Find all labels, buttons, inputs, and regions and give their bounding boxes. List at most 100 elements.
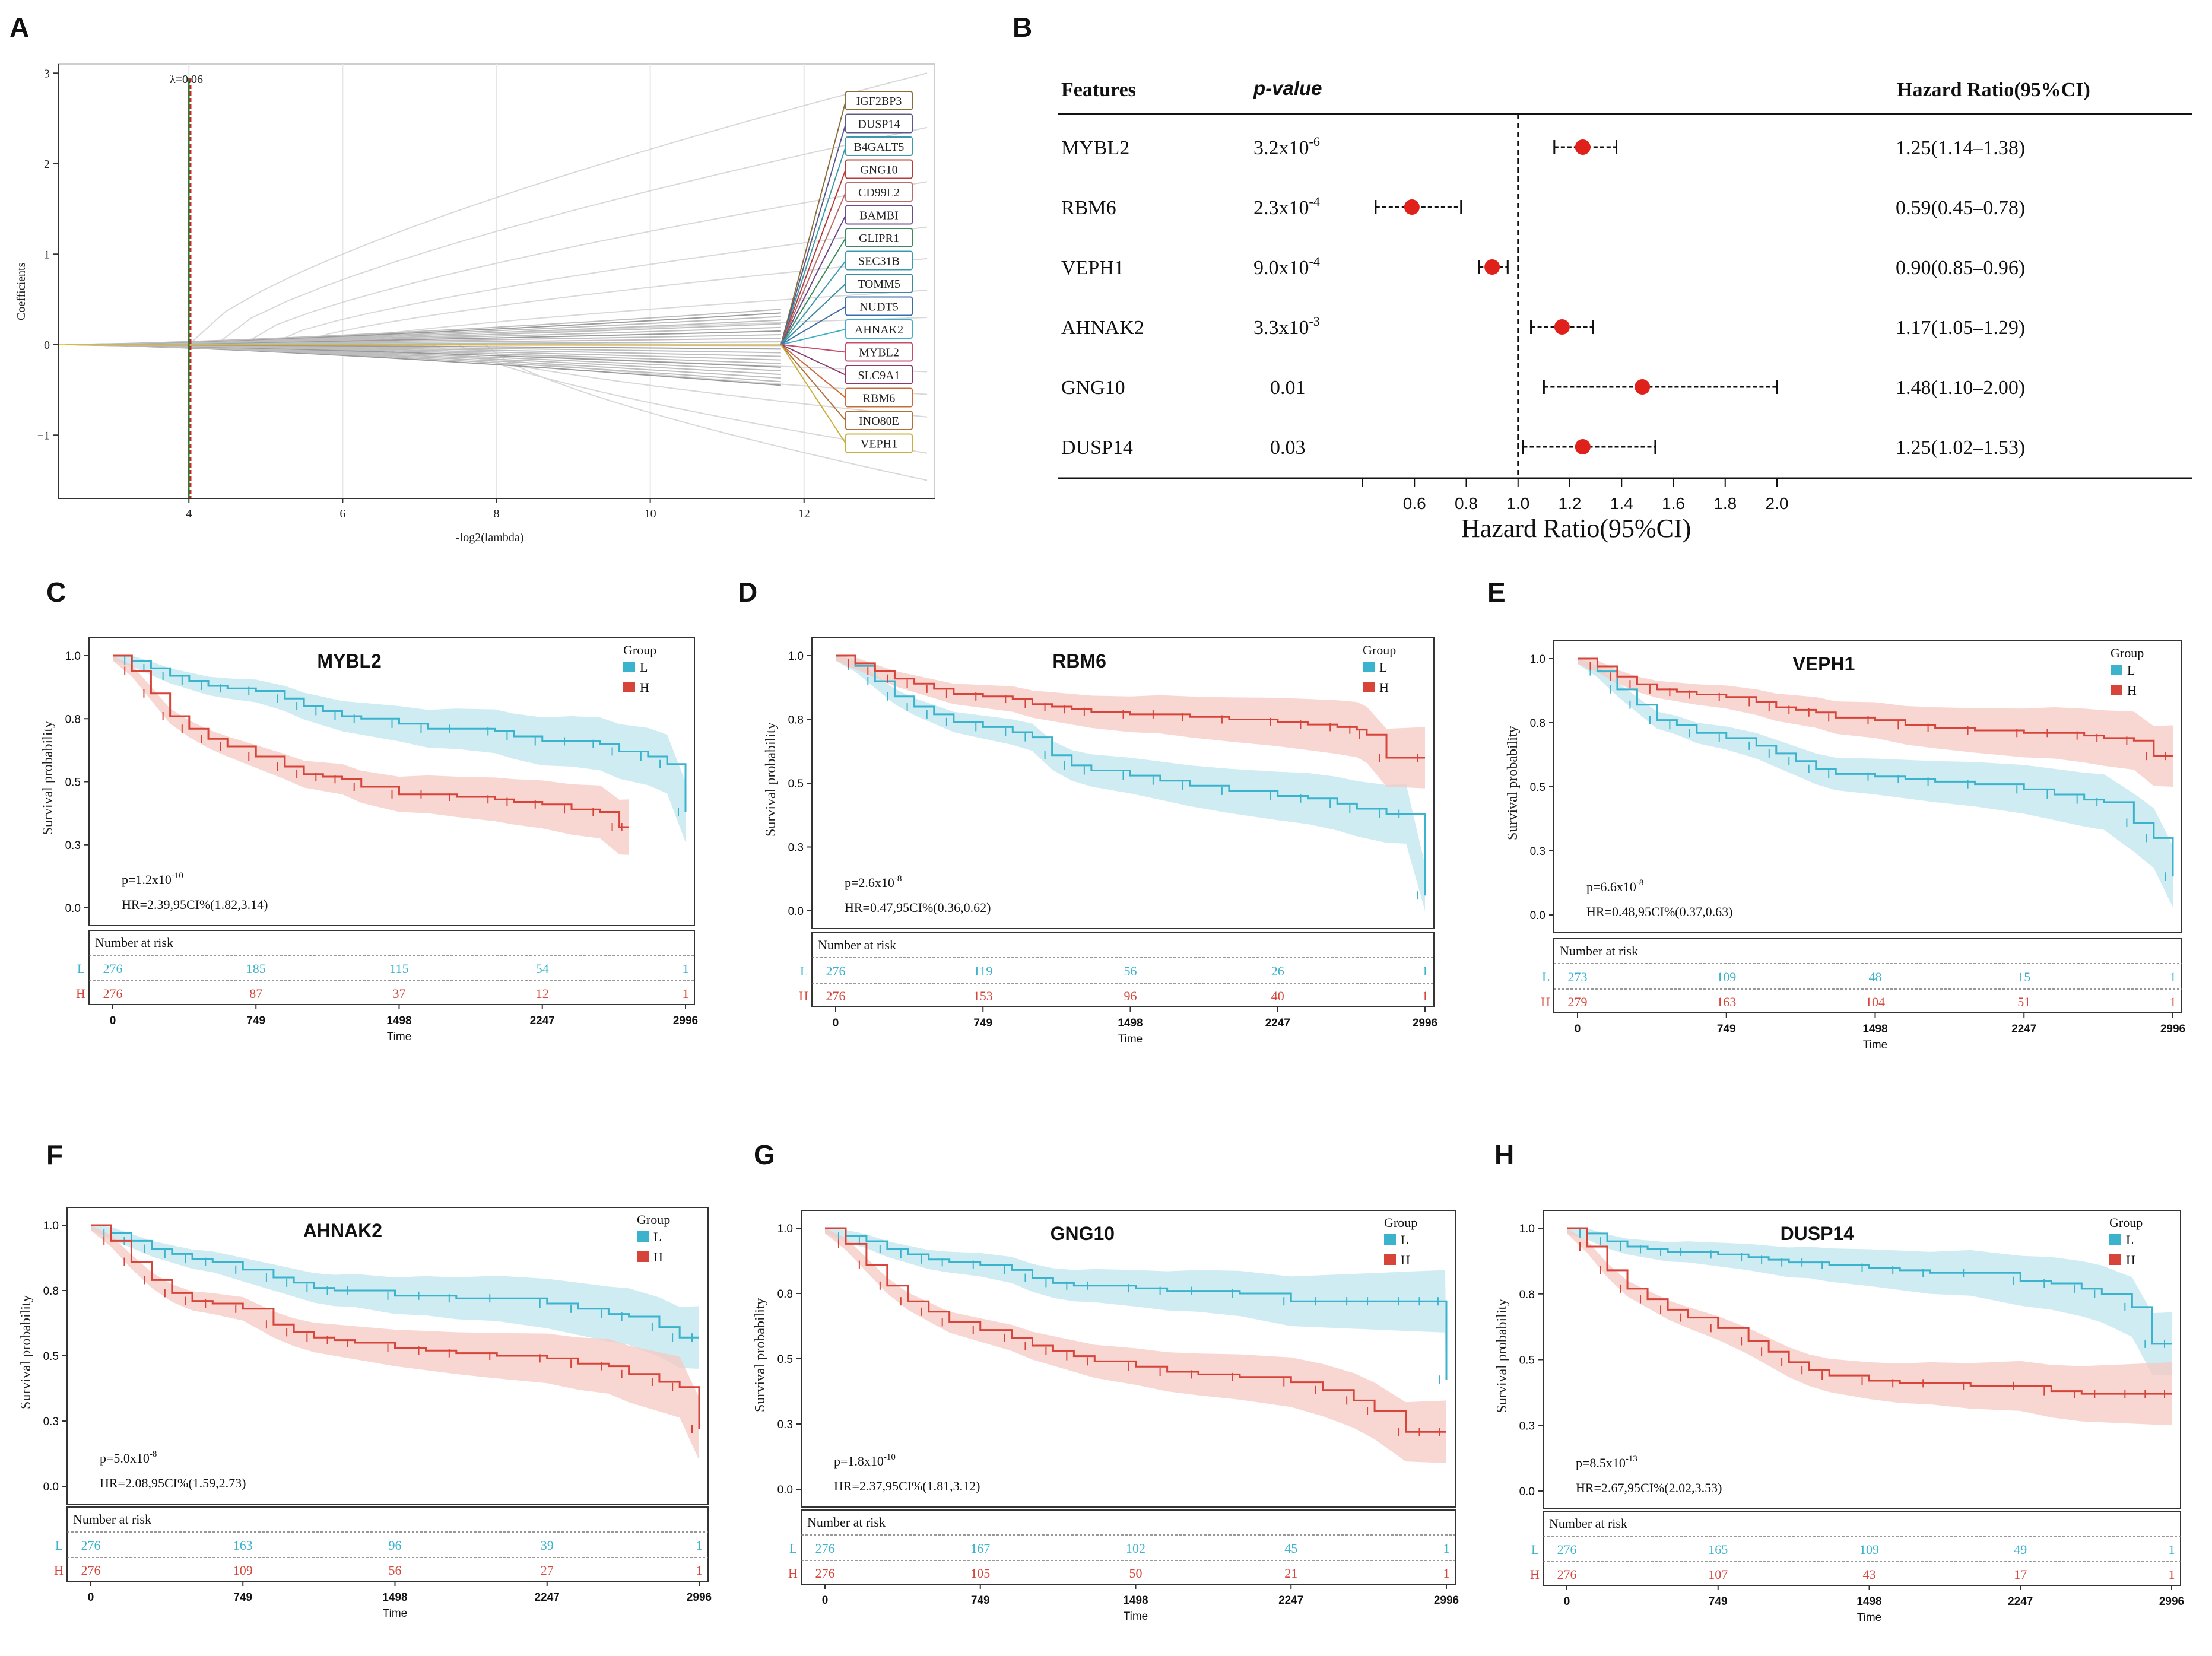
panel-label-f: F [46,1139,63,1170]
km-risk-title: Number at risk [1560,943,1638,958]
forest-pvalue-exp: -3 [1309,314,1320,329]
gene-leader-line [780,123,846,345]
km-title: AHNAK2 [303,1220,382,1241]
forest-point [1575,139,1591,155]
km-curve-L [825,1227,1448,1380]
km-plot-rbm6: 0.0 0.3 0.5 0.8 1.0 Survival probability RBM6 G… [763,637,1437,1045]
km-risk-title: Number at risk [818,937,896,952]
km-xtick-label: 1498 [382,1591,407,1604]
km-plot-ahnak2: 0.0 0.3 0.5 0.8 1.0 Survival probability AHNAK… [18,1207,712,1620]
km-risk-H: 1 [696,1563,703,1578]
km-ylabel: Survival probability [40,721,56,835]
lasso-path-bg [65,258,928,345]
km-xtick-label: 2247 [1265,1017,1290,1029]
km-risk-H: 104 [1865,994,1885,1009]
km-risk-L: 1 [696,1538,703,1553]
km-xtick-label: 2247 [2008,1595,2033,1608]
km-risk-L: 1 [2169,1542,2175,1557]
km-xlabel: Time [1863,1039,1888,1051]
km-xtick-label: 2247 [530,1015,555,1027]
km-risk-H: 276 [103,986,123,1001]
gene-box [845,342,913,362]
km-risk-H: 279 [1568,994,1588,1009]
forest-header-features: Features [1061,79,1136,101]
km-risk-L: 1 [1443,1541,1450,1556]
km-risk-row-label-H: H [1541,994,1550,1009]
km-ytick-label: 0.8 [788,714,804,727]
km-legend-swatch-H [1363,682,1375,692]
km-risk-H: 96 [1124,988,1137,1003]
km-curve-L [1578,657,2174,877]
km-ytick-label: 0.3 [43,1416,59,1428]
km-risk-H: 1 [2169,1567,2175,1582]
km-legend-swatch-H [2109,1254,2121,1265]
km-risk-row-label-L: L [1531,1542,1539,1557]
km-ci-band-H [836,656,1425,789]
forest-point [1575,439,1591,454]
lasso-path [65,309,781,345]
lasso-ytick-label: −1 [37,429,50,442]
km-legend-label-H: H [653,1250,663,1264]
km-risk-H: 1 [1422,988,1429,1003]
km-risk-title: Number at risk [1549,1516,1627,1531]
km-legend-label-L: L [1401,1232,1408,1247]
forest-pvalue: 0.03 [1270,437,1306,459]
km-hr-text: HR=0.48,95CI%(0.37,0.63) [1586,904,1732,919]
forest-pvalue: 3.2x10-6 [1253,134,1320,159]
km-risk-H: 21 [1284,1566,1297,1581]
km-xtick-label: 0 [110,1015,116,1027]
gene-label: NUDT5 [859,301,899,314]
km-risk-L: 273 [1568,970,1588,984]
km-xtick-label: 749 [246,1015,265,1027]
lasso-xtick-label: 12 [798,507,810,520]
km-risk-row-label-H: H [54,1563,64,1578]
forest-point [1554,319,1570,335]
gene-leader-line [780,344,846,353]
km-ytick-label: 1.0 [1530,653,1545,666]
gene-label: DUSP14 [858,118,900,131]
km-pvalue: p=2.6x10-8 [845,874,902,890]
km-xtick-label: 2247 [535,1591,560,1604]
km-legend-title: Group [1363,643,1396,657]
forest-hr-label: 0.90(0.85–0.96) [1896,257,2025,279]
lasso-path-bg [65,181,928,345]
km-legend-swatch-L [2111,665,2122,675]
km-xlabel: Time [383,1607,408,1620]
km-risk-L: 185 [246,961,266,976]
km-risk-H: 1 [683,986,689,1001]
km-title: VEPH1 [1792,653,1855,675]
km-risk-L: 96 [389,1538,402,1553]
km-legend-swatch-H [2111,685,2122,695]
gene-box [845,319,913,339]
lasso-path-bg [65,72,928,345]
km-ytick-label: 1.0 [43,1220,59,1232]
km-xtick-label: 2247 [2011,1023,2036,1035]
km-legend-swatch-L [637,1231,649,1242]
km-ci-band-L [1578,659,2173,908]
km-risk-H: 56 [389,1563,402,1578]
forest-point [1404,199,1420,215]
forest-rows: MYBL2 3.2x10-6 1.25(1.14–1.38) RBM6 2.3x10-4… [1061,114,2025,478]
km-legend-label-H: H [1401,1253,1410,1267]
km-pvalue: p=5.0x10-8 [100,1450,157,1466]
gene-box [845,159,913,179]
forest-pvalue-exp: -4 [1309,254,1320,269]
gene-leader-line [780,237,846,345]
km-risk-H: 105 [970,1566,990,1581]
km-xtick-label: 2996 [2159,1595,2184,1608]
km-ylabel: Survival probability [18,1295,34,1409]
km-risk-row-label-L: L [1542,970,1550,984]
km-xtick-label: 749 [1717,1023,1736,1035]
gene-label: B4GALT5 [854,141,905,154]
km-ci-band-L [825,1228,1446,1411]
km-risk-L: 49 [2014,1542,2027,1557]
gene-box [845,411,913,430]
km-pvalue-exp: -13 [1626,1454,1637,1464]
forest-hr-label: 1.48(1.10–2.00) [1896,377,2025,399]
km-curve-L [1567,1227,2172,1345]
gene-leader-line [780,169,846,345]
lambda-label: λ=0.06 [170,73,203,86]
gene-box [845,433,913,453]
forest-feature: GNG10 [1061,377,1125,399]
gene-box [845,228,913,247]
